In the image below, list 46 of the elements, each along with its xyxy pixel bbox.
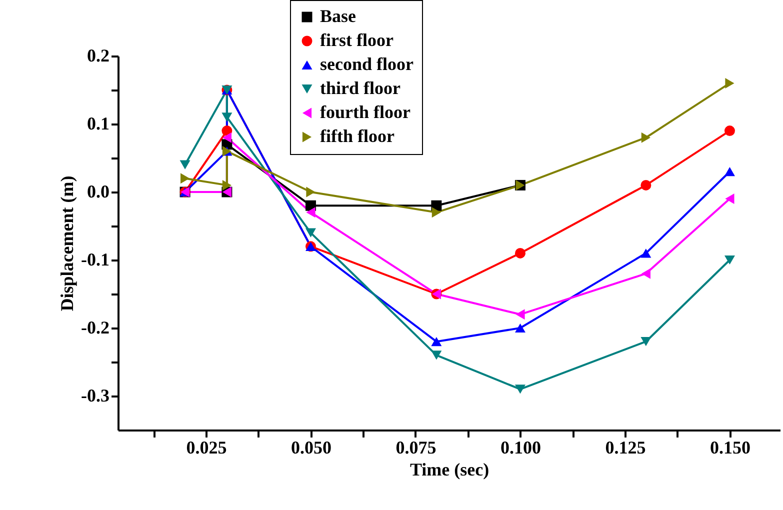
x-tick-label: 0.125 [605,438,646,458]
y-tick-label: -0.1 [81,250,110,270]
point [724,126,735,136]
y-tick-label: 0.1 [87,114,110,134]
legend-label: first floor [320,30,394,50]
legend-label: second floor [320,54,414,74]
legend-label: fifth floor [320,126,394,146]
point [724,255,735,265]
point [306,186,316,198]
point [725,78,734,88]
x-tick-label: 0.050 [290,438,332,458]
y-axis-title: Displacement (m) [57,176,78,312]
point [514,384,526,394]
point [725,194,734,204]
point [640,180,652,190]
point [516,309,525,320]
point [222,126,232,136]
point [432,207,441,218]
point [640,248,652,258]
point [431,350,442,360]
point [641,268,650,279]
point [514,323,526,333]
x-tick-label: 0.075 [396,438,436,458]
point [724,167,735,176]
point [222,112,232,122]
point [222,132,232,143]
legend-label: Base [320,6,356,26]
y-tick-label: 0.2 [87,46,110,66]
point [180,173,190,184]
point [641,132,650,143]
point [640,337,652,346]
x-tick-label: 0.150 [710,438,750,458]
y-tick-label: 0.0 [87,182,110,202]
point [222,180,232,190]
x-axis-title: Time (sec) [410,460,490,480]
point [431,337,442,346]
legend-label: third floor [320,78,400,98]
y-tick-label: -0.2 [81,318,110,338]
point [305,228,316,238]
point [180,160,190,170]
x-tick-label: 0.100 [500,438,541,458]
point [306,207,316,218]
y-tick-label: -0.3 [81,386,110,406]
legend-label: fourth floor [320,102,410,122]
x-tick-label: 0.025 [186,438,227,458]
point [514,248,526,258]
